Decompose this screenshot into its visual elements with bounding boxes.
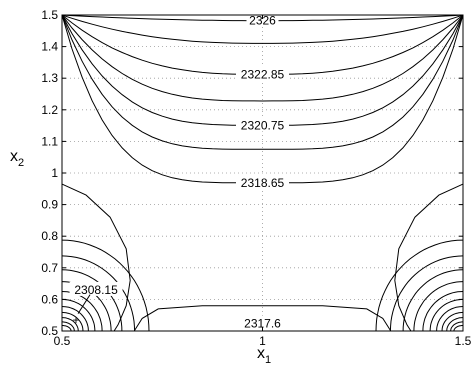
contour-label-bg bbox=[246, 12, 279, 27]
contour-label-bg bbox=[236, 174, 289, 189]
contour-line bbox=[446, 317, 463, 332]
contour-label-bg bbox=[239, 315, 286, 330]
y-tick-label: 0.9 bbox=[41, 198, 58, 212]
x-tick-label: 1.5 bbox=[455, 334, 472, 348]
contour-line bbox=[61, 298, 96, 332]
y-tick-label: 0.6 bbox=[41, 292, 58, 306]
x-tick-labels: 0.5 1 1.5 bbox=[54, 334, 472, 348]
contour-label-marker: + bbox=[73, 313, 80, 327]
contour-line bbox=[61, 239, 150, 332]
y-axis-label: x2 bbox=[10, 148, 24, 169]
contour-line bbox=[413, 281, 464, 332]
contour-label-bg bbox=[236, 117, 289, 132]
contour-line bbox=[61, 14, 464, 150]
contour-line bbox=[61, 311, 84, 332]
y-tick-label: 0.7 bbox=[41, 261, 58, 275]
contour-line bbox=[441, 311, 464, 332]
y-tick-label: 1.1 bbox=[41, 134, 58, 148]
contour-line bbox=[62, 317, 79, 332]
contour-line bbox=[422, 291, 464, 332]
x-axis-label: x1 bbox=[257, 345, 271, 366]
contour-line bbox=[394, 183, 464, 332]
contour-line bbox=[61, 14, 464, 184]
contour-line bbox=[389, 255, 464, 332]
contour-line bbox=[61, 306, 89, 332]
contour-line bbox=[62, 325, 72, 332]
y-tick-label: 1.5 bbox=[41, 8, 58, 22]
contour-label-leader bbox=[77, 294, 91, 314]
x-tick-label: 1 bbox=[259, 334, 266, 348]
contour-label: 2318.65 bbox=[241, 176, 285, 190]
contour-line bbox=[61, 14, 464, 44]
contour-label: 2317.6 bbox=[244, 317, 281, 331]
y-tick-label: 1.4 bbox=[41, 40, 58, 54]
y-tick-labels: 0.5 0.6 0.7 0.8 0.9 1 1.1 1.2 1.3 1.4 1.5 bbox=[41, 8, 58, 338]
contour-label: 2320.75 bbox=[241, 118, 285, 132]
contour-line bbox=[61, 255, 136, 332]
contour-label-bg bbox=[236, 66, 289, 81]
axis-ticks bbox=[61, 14, 464, 332]
contour-label: 2326 bbox=[249, 14, 276, 28]
y-tick-label: 1.2 bbox=[41, 103, 58, 117]
contour-label: 2308.15 bbox=[74, 283, 118, 297]
y-tick-label: 1.3 bbox=[41, 71, 58, 85]
contour-line bbox=[62, 321, 75, 331]
contour-line bbox=[402, 269, 464, 332]
contour-line bbox=[453, 325, 463, 332]
contour-level-labels: 2326 2322.85 2320.75 2318.65 2308.15 2317.6 + bbox=[69, 12, 289, 331]
contour-line bbox=[436, 306, 464, 332]
contour-line bbox=[61, 183, 131, 332]
y-tick-label: 0.8 bbox=[41, 229, 58, 243]
contour-label-bg bbox=[69, 281, 123, 296]
y-tick-label: 0.5 bbox=[41, 324, 58, 338]
y-tick-label: 1 bbox=[51, 166, 58, 180]
x-tick-label: 0.5 bbox=[54, 334, 71, 348]
contour-line bbox=[61, 14, 464, 102]
contour-line bbox=[375, 239, 464, 332]
contour-line bbox=[450, 321, 463, 331]
contour-line bbox=[429, 298, 464, 332]
contour-label: 2322.85 bbox=[241, 67, 285, 81]
